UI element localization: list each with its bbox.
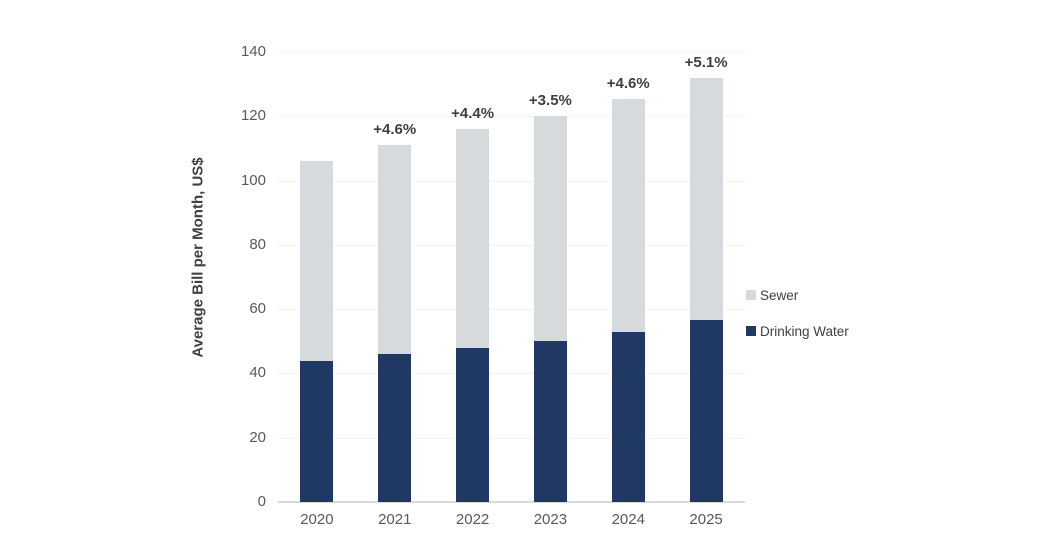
bar-2025-drinking-water <box>689 320 723 502</box>
bar-2021-drinking-water <box>378 354 412 502</box>
y-axis-title: Average Bill per Month, US$ <box>189 157 207 358</box>
bar-2023-drinking-water <box>533 341 567 502</box>
bar-annotation-2022: +4.4% <box>451 105 495 123</box>
y-tick-label: 120 <box>240 107 266 125</box>
bar-2023-sewer <box>533 116 567 342</box>
bar-2025-sewer <box>689 77 723 321</box>
gridline <box>278 309 745 311</box>
legend-label: Sewer <box>760 287 799 303</box>
legend-item-drinking-water: Drinking Water <box>746 323 849 339</box>
gridline <box>278 244 745 246</box>
legend-label: Drinking Water <box>760 323 849 339</box>
gridline <box>278 52 745 53</box>
gridline <box>278 437 745 439</box>
bar-annotation-2023: +3.5% <box>528 92 572 110</box>
y-tick-label: 40 <box>249 364 266 382</box>
x-tick-label-2024: 2024 <box>611 511 645 528</box>
gridline <box>278 116 745 118</box>
y-tick-label: 80 <box>249 235 266 253</box>
bar-2021-sewer <box>378 145 412 355</box>
y-tick-label: 100 <box>240 171 266 189</box>
x-tick-label-2021: 2021 <box>378 511 412 528</box>
legend-swatch-icon <box>746 290 756 300</box>
x-tick-label-2025: 2025 <box>689 511 723 528</box>
bar-2024-drinking-water <box>611 331 645 502</box>
bar-annotation-2025: +5.1% <box>684 53 728 71</box>
x-tick-label-2020: 2020 <box>300 511 334 528</box>
gridline <box>278 180 745 182</box>
bar-2022-sewer <box>456 129 490 348</box>
x-axis-line <box>278 501 745 503</box>
bar-annotation-2021: +4.6% <box>373 121 417 139</box>
bar-2024-sewer <box>611 98 645 332</box>
bar-2022-drinking-water <box>456 347 490 502</box>
y-tick-label: 20 <box>249 428 266 446</box>
bar-2020-drinking-water <box>300 360 334 502</box>
y-tick-label: 60 <box>249 300 266 318</box>
legend-item-sewer: Sewer <box>746 287 849 303</box>
x-tick-label-2023: 2023 <box>533 511 568 528</box>
x-tick-label-2022: 2022 <box>455 511 490 528</box>
gridline <box>278 373 745 375</box>
bar-annotation-2024: +4.6% <box>606 74 650 92</box>
y-tick-label: 0 <box>257 493 266 510</box>
legend: Sewer Drinking Water <box>746 288 849 360</box>
y-tick-label: 140 <box>240 43 266 60</box>
legend-swatch-icon <box>746 326 756 336</box>
bar-2020-sewer <box>300 161 334 361</box>
